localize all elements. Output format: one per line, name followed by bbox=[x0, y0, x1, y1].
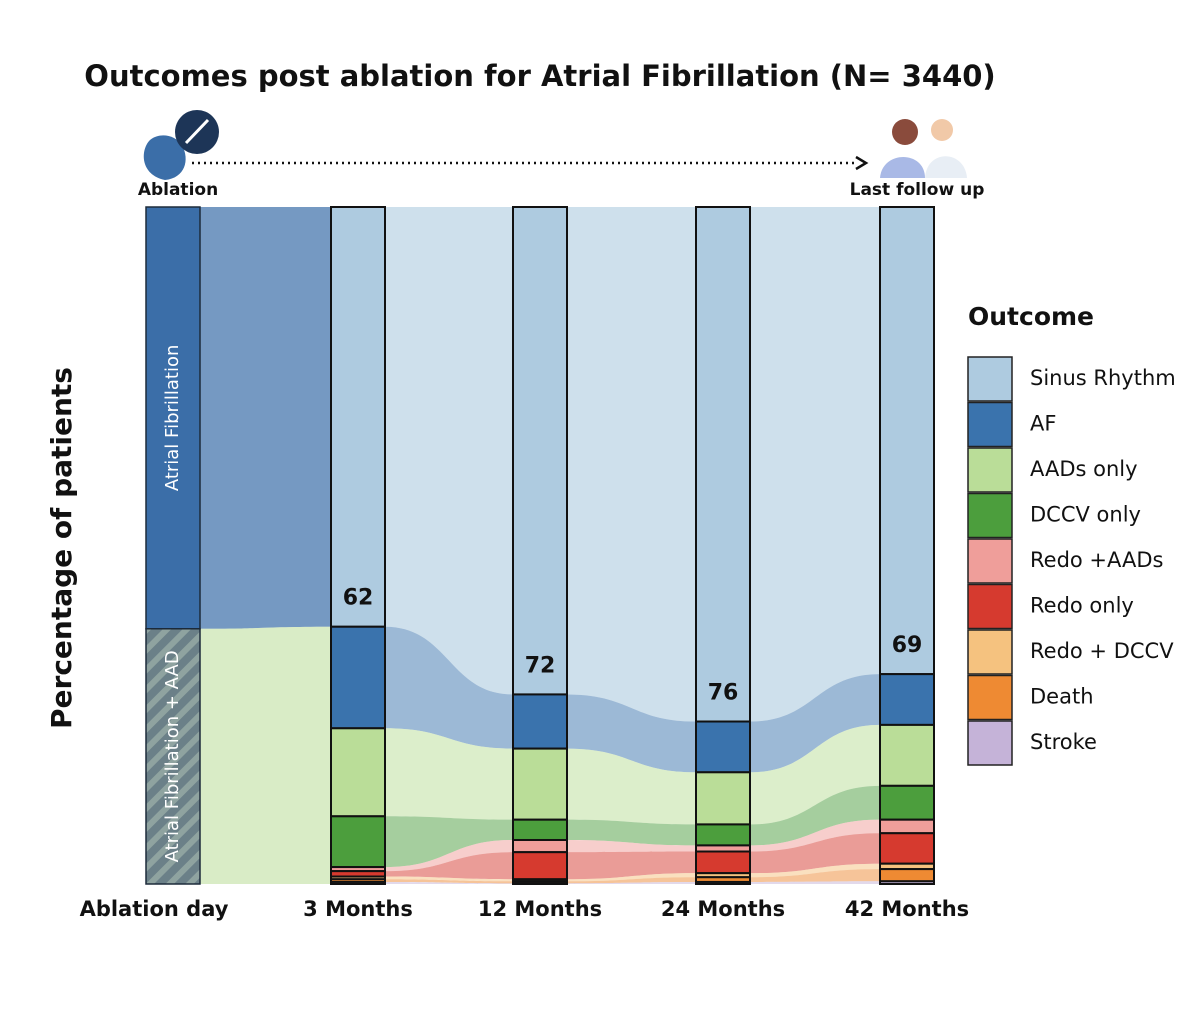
flow bbox=[385, 626, 513, 749]
flow bbox=[567, 851, 696, 880]
flow bbox=[385, 207, 513, 695]
value-label: 76 bbox=[708, 681, 739, 706]
legend-label: AADs only bbox=[1030, 457, 1138, 481]
segment bbox=[695, 720, 751, 774]
flow bbox=[750, 819, 880, 852]
x-tick-label: 3 Months bbox=[303, 897, 413, 921]
segment bbox=[879, 832, 935, 865]
flow bbox=[385, 852, 513, 880]
x-tick-label: 12 Months bbox=[478, 897, 602, 921]
segment bbox=[879, 784, 935, 821]
segment bbox=[330, 727, 386, 818]
flow bbox=[567, 207, 696, 722]
segment bbox=[512, 206, 568, 696]
legend-swatch bbox=[967, 720, 1013, 766]
segment bbox=[330, 815, 386, 869]
legend-swatch bbox=[967, 447, 1013, 493]
flows bbox=[200, 207, 880, 884]
flow bbox=[385, 876, 513, 882]
x-tick-label: 42 Months bbox=[845, 897, 969, 921]
segment bbox=[879, 673, 935, 726]
segment bbox=[879, 868, 935, 883]
segment bbox=[512, 882, 568, 885]
flow bbox=[567, 839, 696, 853]
segment bbox=[879, 818, 935, 835]
flow bbox=[385, 728, 513, 820]
segment bbox=[512, 838, 568, 854]
value-label: 62 bbox=[343, 586, 374, 611]
legend-label: Death bbox=[1030, 685, 1094, 709]
start-segment-label: Atrial Fibrillation + AAD bbox=[162, 650, 183, 862]
flow bbox=[750, 869, 880, 882]
legend-swatch bbox=[967, 356, 1013, 402]
segment bbox=[330, 625, 386, 730]
segment bbox=[695, 850, 751, 875]
segment bbox=[879, 880, 935, 885]
segment bbox=[330, 880, 386, 885]
flow bbox=[750, 881, 880, 884]
legend-swatch bbox=[967, 401, 1013, 448]
flow bbox=[567, 748, 696, 825]
flow bbox=[567, 873, 696, 882]
legend-swatch bbox=[967, 629, 1013, 675]
value-label: 69 bbox=[892, 633, 923, 658]
legend-swatch bbox=[967, 583, 1013, 630]
legend-title: Outcome bbox=[968, 302, 1094, 331]
flow bbox=[567, 694, 696, 773]
segment bbox=[330, 206, 386, 628]
segment bbox=[695, 880, 751, 885]
flow bbox=[385, 839, 513, 872]
flow bbox=[750, 674, 880, 773]
start-segment-label: Atrial Fibrillation bbox=[162, 345, 183, 492]
flow bbox=[567, 877, 696, 884]
flow bbox=[750, 863, 880, 878]
legend-label: Redo + DCCV bbox=[1030, 639, 1174, 663]
legend-label: Stroke bbox=[1030, 730, 1097, 754]
flow bbox=[567, 881, 696, 884]
legend-swatch bbox=[967, 538, 1013, 584]
flow bbox=[750, 785, 880, 846]
flow bbox=[750, 207, 880, 722]
segment bbox=[512, 747, 568, 821]
flow bbox=[567, 819, 696, 846]
bars: Atrial Fibrillation Atrial Fibrillation +… bbox=[80, 206, 969, 921]
start-segment bbox=[145, 628, 201, 885]
arrow-head bbox=[855, 155, 869, 171]
x-tick-label: Ablation day bbox=[80, 897, 229, 921]
flow bbox=[385, 881, 513, 884]
legend-label: AF bbox=[1030, 412, 1056, 436]
segment bbox=[695, 771, 751, 826]
legend-label: Redo only bbox=[1030, 594, 1134, 618]
flow bbox=[385, 879, 513, 884]
flow bbox=[385, 816, 513, 868]
segment bbox=[879, 206, 935, 676]
segment bbox=[695, 206, 751, 723]
doctor-icon bbox=[880, 119, 967, 178]
y-axis-label: Percentage of patients bbox=[45, 367, 78, 729]
segment bbox=[879, 723, 935, 787]
legend-label: Sinus Rhythm bbox=[1030, 366, 1176, 390]
flow bbox=[750, 724, 880, 825]
legend-swatch bbox=[967, 674, 1013, 721]
segment bbox=[695, 823, 751, 847]
value-label: 72 bbox=[525, 653, 556, 678]
legend-label: Redo +AADs bbox=[1030, 548, 1163, 572]
chart-title: Outcomes post ablation for Atrial Fibril… bbox=[84, 59, 995, 93]
start-caption: Ablation bbox=[138, 180, 218, 200]
flow bbox=[200, 207, 331, 629]
flow bbox=[750, 833, 880, 874]
legend-label: DCCV only bbox=[1030, 503, 1141, 527]
legend-swatch bbox=[967, 492, 1013, 539]
segment bbox=[512, 818, 568, 841]
flow bbox=[200, 626, 331, 884]
segment bbox=[512, 851, 568, 881]
segment bbox=[512, 693, 568, 750]
ablation-icon bbox=[143, 110, 219, 180]
end-caption: Last follow up bbox=[850, 180, 985, 200]
x-tick-label: 24 Months bbox=[661, 897, 785, 921]
